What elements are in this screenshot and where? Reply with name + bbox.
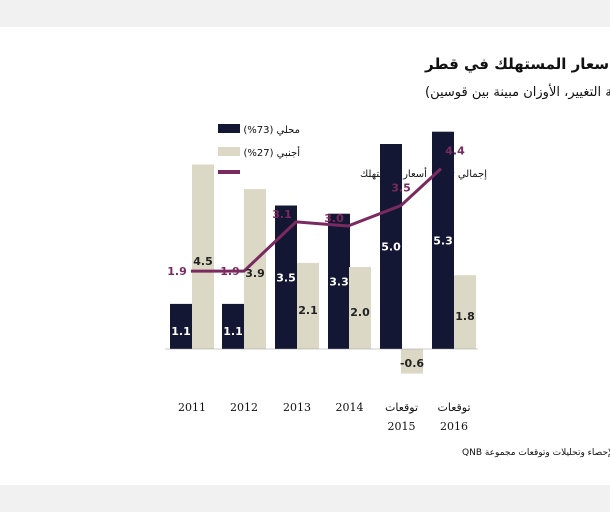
legend-swatch-foreign — [218, 147, 240, 156]
label-foreign-2012: 3.9 — [245, 267, 265, 280]
bar-foreign-2011 — [192, 164, 214, 349]
bar-foreign-2015 — [401, 349, 423, 374]
legend-label-domestic: محلي (73%) — [243, 125, 300, 136]
legend-label-foreign: أجنبي (27%) — [243, 146, 300, 159]
source-note: المصادر: وزارة التخطيط التنموي والإحصاء … — [462, 448, 610, 458]
label-total-2011: 1.9 — [167, 265, 187, 278]
chart-card: التضخم في مؤشر أسعار المستهلك في قطر (نس… — [0, 27, 610, 485]
label-domestic-2012: 1.1 — [223, 325, 243, 338]
tick-2011: 2011 — [178, 401, 206, 414]
chart: التضخم في مؤشر أسعار المستهلك في قطر (نس… — [165, 54, 610, 458]
label-total-2015: 3.5 — [391, 182, 411, 195]
bar-domestic-2013 — [275, 205, 297, 349]
x-ticks: 2011 2012 2013 2014 توقعات 2015 توقعات 2016 — [178, 401, 471, 433]
bars — [170, 131, 476, 374]
chart-subtitle: (نسبة التغيير، الأوزان مبينة بين قوسين) — [425, 83, 610, 100]
chart-title: التضخم في مؤشر أسعار المستهلك في قطر — [424, 54, 610, 73]
legend-label-total: إجمالي تضخم أسعار المستهلك — [360, 167, 487, 180]
bar-foreign-2013 — [297, 262, 319, 349]
label-foreign-2013: 2.1 — [298, 304, 318, 317]
label-domestic-2015: 5.0 — [381, 241, 401, 254]
label-foreign-2014: 2.0 — [350, 306, 370, 319]
data-labels: 1.1 4.5 1.1 3.9 3.5 2.1 3.3 2.0 5.0 -0.6 5.3 1.8 — [171, 234, 475, 370]
total-line: 1.9 1.9 3.1 3.0 3.5 4.4 — [167, 145, 465, 279]
bar-domestic-2016 — [432, 131, 454, 349]
label-foreign-2015: -0.6 — [400, 357, 424, 370]
label-domestic-2014: 3.3 — [329, 275, 349, 288]
bar-domestic-2012 — [222, 303, 244, 349]
label-domestic-2011: 1.1 — [171, 325, 191, 338]
label-total-2013: 3.1 — [272, 208, 292, 221]
bar-foreign-2012 — [244, 189, 266, 349]
label-foreign-2016: 1.8 — [455, 310, 475, 323]
bar-domestic-2011 — [170, 303, 192, 349]
bar-foreign-2016 — [454, 275, 476, 349]
tick-prefix-2015: توقعات — [385, 401, 418, 414]
legend-swatch-total — [218, 170, 240, 174]
tick-2013: 2013 — [283, 401, 311, 414]
total-polyline — [191, 167, 443, 273]
label-total-2016: 4.4 — [445, 145, 465, 158]
tick-2012: 2012 — [230, 401, 258, 414]
tick-2016: 2016 — [440, 420, 468, 433]
label-total-2012: 1.9 — [220, 265, 240, 278]
bar-domestic-2015 — [380, 144, 402, 349]
label-domestic-2013: 3.5 — [276, 271, 296, 284]
label-total-2014: 3.0 — [324, 212, 344, 225]
bar-domestic-2014 — [328, 213, 350, 349]
tick-prefix-2016: توقعات — [437, 401, 470, 414]
tick-2014: 2014 — [336, 401, 364, 414]
bar-foreign-2014 — [349, 267, 371, 349]
tick-2015: 2015 — [388, 420, 416, 433]
label-domestic-2016: 5.3 — [433, 234, 453, 247]
label-foreign-2011: 4.5 — [193, 255, 213, 268]
legend-swatch-domestic — [218, 124, 240, 133]
